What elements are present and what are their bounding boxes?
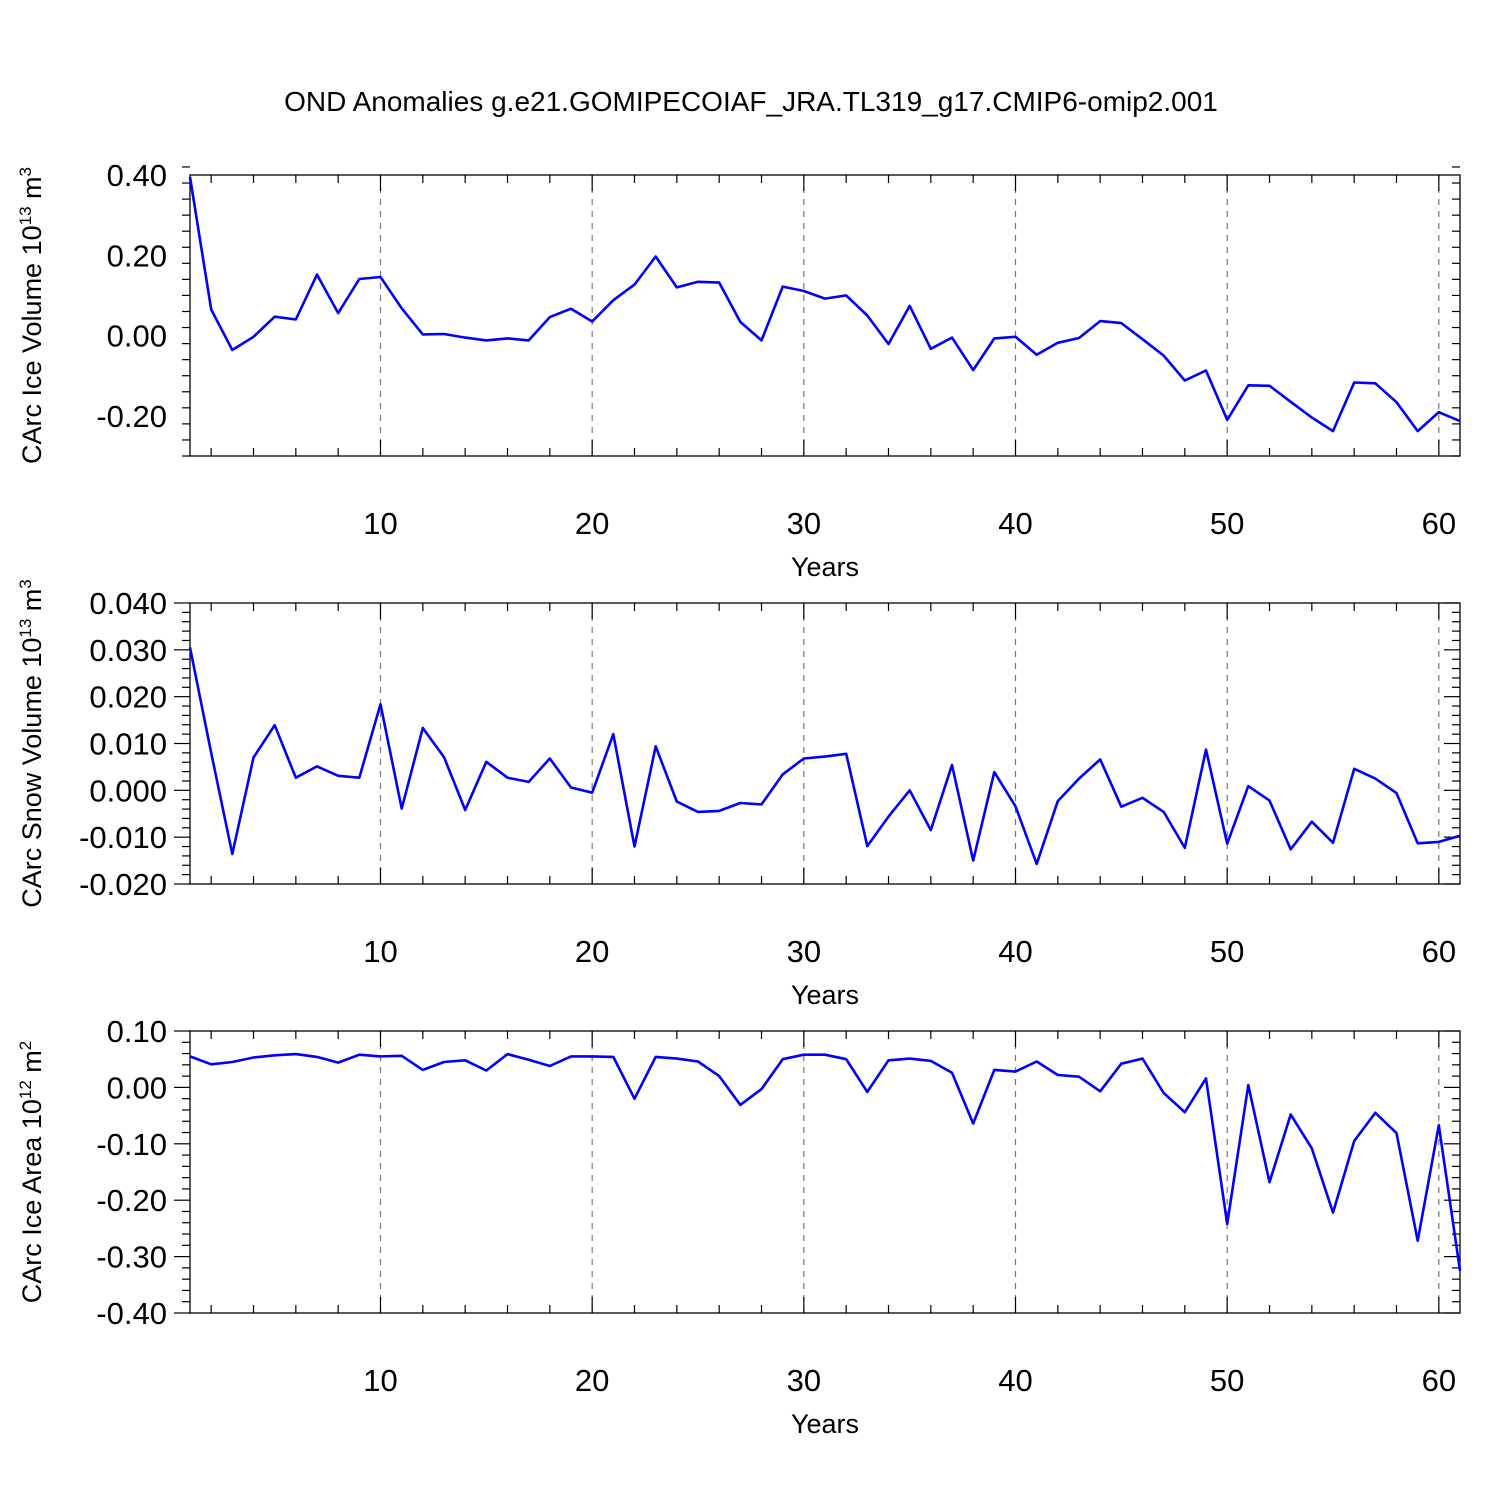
x-tick-label: 10	[363, 1363, 397, 1398]
panels: -0.20 0.00 0.20 0.40 10 20 30 40 50 60 Years CArc I…	[16, 158, 1462, 1439]
x-tick-label: 50	[1210, 1363, 1244, 1398]
y-tick-label: 0.40	[107, 158, 167, 193]
y-axis-title: CArc Snow Volume 1013 m3	[16, 579, 47, 908]
y-tick-label: 0.00	[107, 319, 167, 354]
x-axis-title: Years	[791, 552, 859, 582]
x-tick-label: 60	[1422, 1363, 1456, 1398]
y-tick-label: 0.010	[89, 727, 167, 762]
x-tick-label: 20	[575, 1363, 609, 1398]
y-tick-label: -0.40	[96, 1296, 167, 1331]
series-line-1	[188, 647, 1461, 866]
x-tick-label: 30	[787, 934, 821, 969]
y-tick-label: -0.20	[96, 1183, 167, 1218]
x-tick-label: 40	[998, 1363, 1032, 1398]
y-tick-label: 0.20	[107, 238, 167, 273]
x-tick-label: 30	[787, 506, 821, 541]
y-tick-label: 0.030	[89, 633, 167, 668]
x-tick-label: 10	[363, 506, 397, 541]
x-tick-label: 50	[1210, 506, 1244, 541]
x-tick-label: 20	[575, 506, 609, 541]
y-tick-label: -0.10	[96, 1127, 167, 1162]
y-axis-title: CArc Ice Volume 1013 m3	[16, 167, 47, 464]
plot-frame	[189, 1030, 1461, 1314]
y-axis-title-exponent: 12	[16, 1080, 35, 1099]
x-tick-label: 40	[998, 934, 1032, 969]
y-axis-title-unit: m	[17, 589, 47, 619]
y-tick-label: 0.020	[89, 680, 167, 715]
y-axis-title-text: CArc Ice Area 10	[17, 1099, 47, 1303]
x-axis-title: Years	[791, 1409, 859, 1439]
panel-2: -0.020 -0.010 0.000 0.010 0.020 0.030 0.040 10 2…	[16, 579, 1461, 1010]
y-axis-title-unit: m	[17, 176, 47, 206]
panel-1: -0.20 0.00 0.20 0.40 10 20 30 40 50 60 Years CArc I…	[16, 158, 1461, 582]
series-line-1	[188, 176, 1461, 433]
y-axis-title-text: CArc Snow Volume 10	[17, 638, 47, 908]
x-tick-label: 60	[1422, 934, 1456, 969]
y-axis-title-text: CArc Ice Volume 10	[17, 225, 47, 464]
y-axis-title-unit: m	[17, 1050, 47, 1080]
series-line-1	[189, 1052, 1462, 1271]
figure-title: OND Anomalies g.e21.GOMIPECOIAF_JRA.TL31…	[284, 86, 1218, 117]
y-tick-label: 0.10	[107, 1014, 167, 1049]
y-axis-title-exponent: 13	[16, 206, 35, 225]
y-axis-title-exponent: 13	[16, 619, 35, 638]
plot-frame	[189, 174, 1461, 457]
plot-frame	[189, 602, 1461, 885]
x-tick-label: 60	[1422, 506, 1456, 541]
y-tick-label: -0.30	[96, 1240, 167, 1275]
y-tick-label: -0.20	[96, 399, 167, 434]
y-tick-label: -0.010	[79, 820, 167, 855]
x-tick-label: 50	[1210, 934, 1244, 969]
y-axis-title-unit-exponent: 3	[16, 167, 35, 176]
x-axis-title: Years	[791, 980, 859, 1010]
y-axis-title-unit-exponent: 3	[16, 579, 35, 588]
y-axis-title-unit-exponent: 2	[16, 1041, 35, 1050]
y-axis-title: CArc Ice Area 1012 m2	[16, 1041, 47, 1304]
x-tick-label: 40	[998, 506, 1032, 541]
x-tick-label: 10	[363, 934, 397, 969]
y-tick-label: 0.040	[89, 586, 167, 621]
x-tick-label: 30	[787, 1363, 821, 1398]
y-tick-label: 0.000	[89, 773, 167, 808]
y-tick-label: 0.00	[107, 1070, 167, 1105]
panel-3: -0.40 -0.30 -0.20 -0.10 0.00 0.10 10 20 30 40 50 60…	[16, 1014, 1462, 1439]
x-tick-label: 20	[575, 934, 609, 969]
y-tick-label: -0.020	[79, 867, 167, 902]
